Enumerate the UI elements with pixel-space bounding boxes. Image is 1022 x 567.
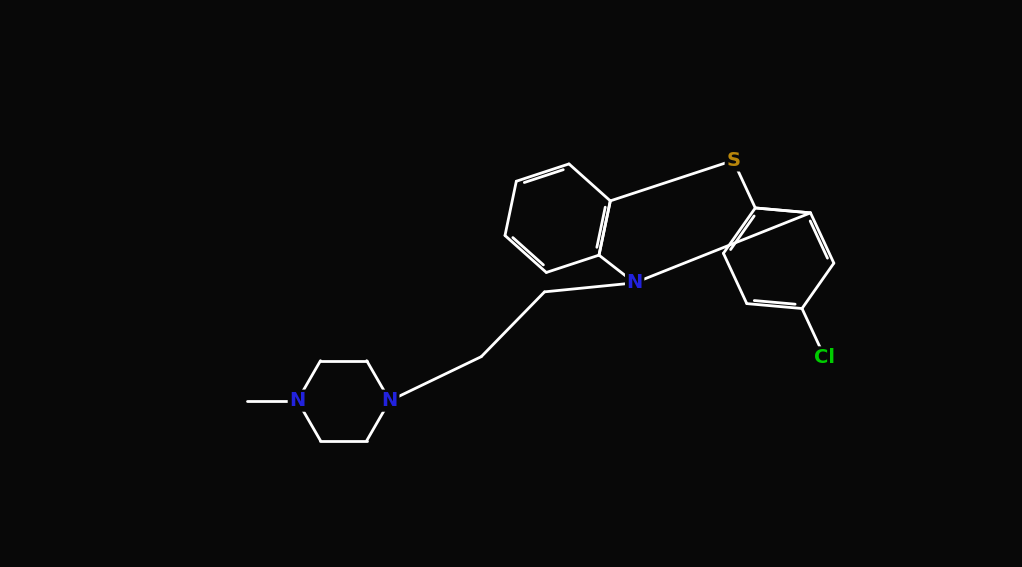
Text: Cl: Cl xyxy=(815,348,835,367)
Text: N: N xyxy=(289,391,306,410)
Text: N: N xyxy=(626,273,643,293)
Text: N: N xyxy=(381,391,398,410)
Text: S: S xyxy=(727,151,740,170)
